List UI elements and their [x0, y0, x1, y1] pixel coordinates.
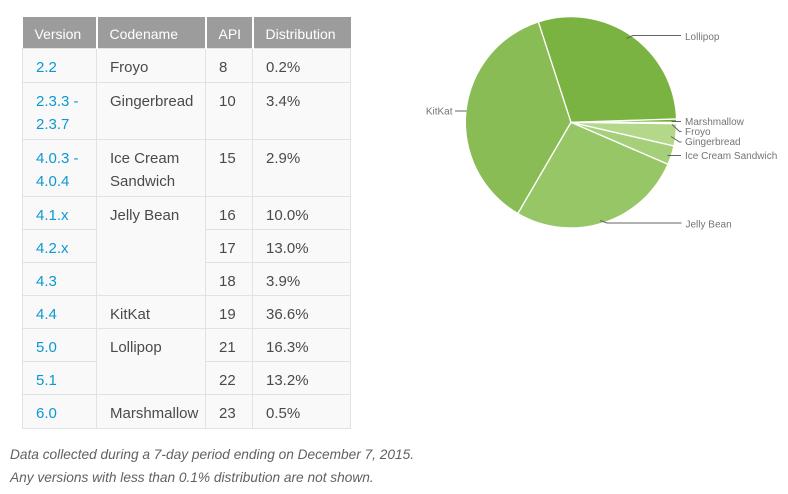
svg-text:Marshmallow: Marshmallow [685, 117, 745, 128]
svg-text:Gingerbread: Gingerbread [685, 137, 741, 148]
svg-text:Froyo: Froyo [685, 127, 711, 138]
svg-text:KitKat: KitKat [426, 107, 453, 118]
svg-text:Ice Cream Sandwich: Ice Cream Sandwich [685, 151, 777, 162]
svg-text:Jelly Bean: Jelly Bean [686, 220, 732, 231]
svg-text:Lollipop: Lollipop [685, 32, 720, 43]
